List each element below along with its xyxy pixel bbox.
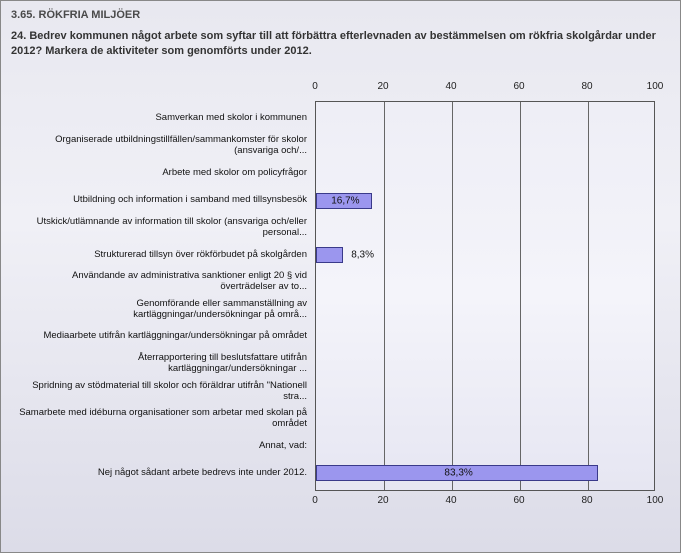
- axis-top: 020406080100: [315, 81, 655, 99]
- bar: 8,3%: [316, 247, 343, 263]
- tick-label: 60: [513, 81, 524, 92]
- row-labels: Samverkan med skolor i kommunen Organiser…: [11, 101, 315, 491]
- category-label: Genomförande eller sammanställning av ka…: [19, 299, 315, 321]
- category-row: Samverkan med skolor i kommunen: [11, 105, 315, 132]
- bar-value-label: 8,3%: [351, 250, 374, 261]
- chart: 0 20 40 60 80 100 Samverkan med skolor i komm…: [11, 81, 670, 540]
- category-row: Genomförande eller sammanställning av ka…: [11, 296, 315, 323]
- report-card: 3.65. RÖKFRIA MILJÖER 24. Bedrev kommune…: [0, 0, 681, 553]
- category-label: Spridning av stödmaterial till skolor oc…: [19, 381, 315, 403]
- category-row: Spridning av stödmaterial till skolor oc…: [11, 378, 315, 405]
- category-row: Strukturerad tillsyn över rökförbudet på…: [11, 242, 315, 269]
- category-row: Arbete med skolor om policyfrågor: [11, 160, 315, 187]
- category-label: Användande av administrativa sanktioner …: [19, 271, 315, 293]
- category-label: Samarbete med idéburna organisationer so…: [19, 408, 315, 430]
- section-heading: 3.65. RÖKFRIA MILJÖER: [11, 9, 670, 21]
- bars: 16,7% 8,3% 83,3%: [315, 101, 655, 491]
- tick-label: 20: [377, 495, 388, 506]
- category-label: Organiserade utbildningstillfällen/samma…: [19, 135, 315, 157]
- tick-label: 40: [445, 495, 456, 506]
- tick-label: 40: [445, 81, 456, 92]
- tick-label: 0: [312, 81, 318, 92]
- category-row: Annat, vad:: [11, 433, 315, 460]
- category-label: Återrapportering till beslutsfattare uti…: [19, 353, 315, 375]
- tick-label: 100: [647, 495, 664, 506]
- category-row: Samarbete med idéburna organisationer so…: [11, 405, 315, 432]
- tick-label: 0: [312, 495, 318, 506]
- category-row: Utskick/utlämnande av information till s…: [11, 214, 315, 241]
- category-row: Användande av administrativa sanktioner …: [11, 269, 315, 296]
- category-label: Annat, vad:: [259, 441, 315, 452]
- tick-label: 100: [647, 81, 664, 92]
- category-label: Arbete med skolor om policyfrågor: [162, 168, 315, 179]
- tick-label: 20: [377, 81, 388, 92]
- category-row: Återrapportering till beslutsfattare uti…: [11, 351, 315, 378]
- category-label: Utskick/utlämnande av information till s…: [19, 217, 315, 239]
- tick-label: 60: [513, 495, 524, 506]
- category-label: Strukturerad tillsyn över rökförbudet på…: [94, 250, 315, 261]
- category-label: Utbildning och information i samband med…: [73, 195, 315, 206]
- category-label: Nej något sådant arbete bedrevs inte und…: [98, 468, 315, 479]
- category-label: Samverkan med skolor i kommunen: [155, 113, 315, 124]
- tick-label: 80: [581, 81, 592, 92]
- question-text: 24. Bedrev kommunen något arbete som syf…: [11, 29, 670, 59]
- bar: 16,7%: [316, 193, 372, 209]
- category-row: Nej något sådant arbete bedrevs inte und…: [11, 460, 315, 487]
- category-row: Mediaarbete utifrån kartläggningar/under…: [11, 323, 315, 350]
- axis-bottom: 020406080100: [315, 495, 655, 513]
- tick-label: 80: [581, 495, 592, 506]
- category-label: Mediaarbete utifrån kartläggningar/under…: [43, 331, 315, 342]
- bar-value-label: 16,7%: [331, 195, 359, 206]
- bar: 83,3%: [316, 465, 598, 481]
- category-row: Utbildning och information i samband med…: [11, 187, 315, 214]
- category-row: Organiserade utbildningstillfällen/samma…: [11, 132, 315, 159]
- bar-value-label: 83,3%: [444, 468, 472, 479]
